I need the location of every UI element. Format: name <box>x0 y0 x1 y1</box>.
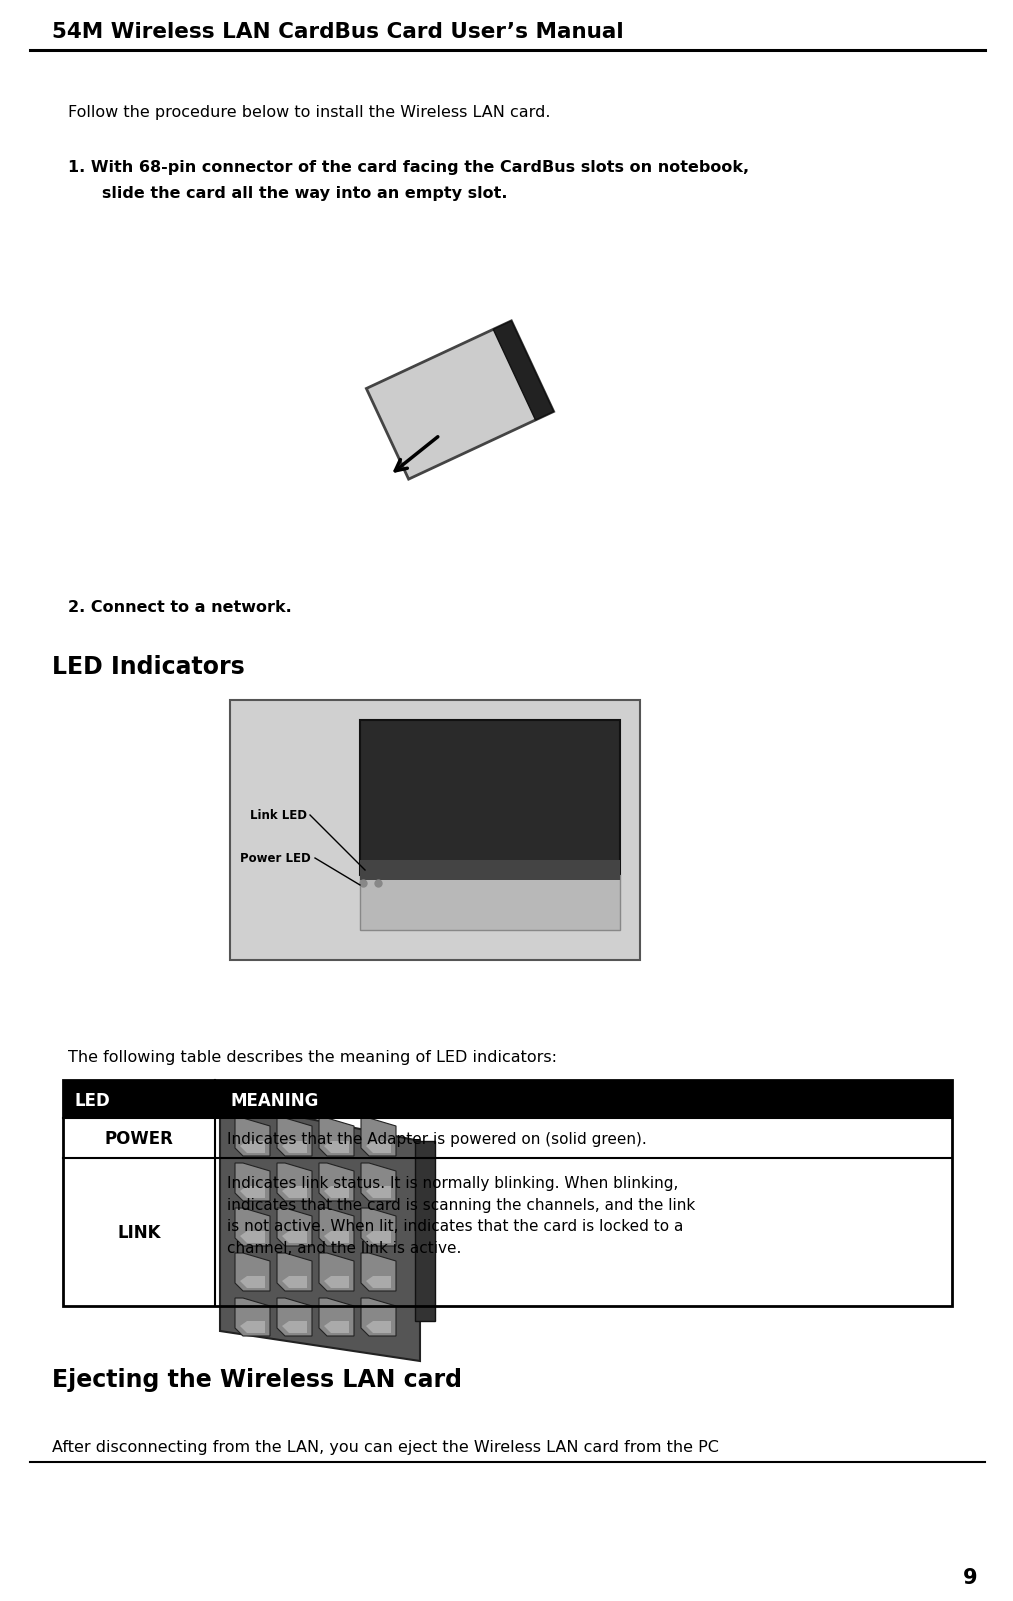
Text: 2. Connect to a network.: 2. Connect to a network. <box>68 600 292 615</box>
Polygon shape <box>240 1231 265 1242</box>
Polygon shape <box>324 1186 349 1198</box>
Text: LINK: LINK <box>118 1225 161 1242</box>
Text: Follow the procedure below to install the Wireless LAN card.: Follow the procedure below to install th… <box>68 106 550 120</box>
Bar <box>63 1081 952 1306</box>
Polygon shape <box>277 1298 312 1335</box>
Polygon shape <box>277 1117 312 1156</box>
Text: Indicates link status. It is normally blinking. When blinking,
indicates that th: Indicates link status. It is normally bl… <box>227 1177 695 1255</box>
Text: Ejecting the Wireless LAN card: Ejecting the Wireless LAN card <box>52 1367 462 1391</box>
Polygon shape <box>360 720 620 876</box>
Polygon shape <box>324 1231 349 1242</box>
Polygon shape <box>361 1162 396 1201</box>
Text: MEANING: MEANING <box>230 1092 318 1109</box>
Text: slide the card all the way into an empty slot.: slide the card all the way into an empty… <box>85 186 508 202</box>
Polygon shape <box>493 320 554 419</box>
Polygon shape <box>366 1142 391 1153</box>
Bar <box>415 1142 435 1321</box>
Polygon shape <box>240 1186 265 1198</box>
Text: LED Indicators: LED Indicators <box>52 655 245 679</box>
Polygon shape <box>366 1231 391 1242</box>
Polygon shape <box>277 1209 312 1246</box>
Polygon shape <box>366 1276 391 1287</box>
Text: 9: 9 <box>963 1567 978 1588</box>
Bar <box>63 1081 952 1117</box>
Polygon shape <box>319 1209 354 1246</box>
Polygon shape <box>235 1209 270 1246</box>
Polygon shape <box>319 1162 354 1201</box>
Polygon shape <box>367 320 554 479</box>
Polygon shape <box>282 1186 307 1198</box>
Text: Indicates that the Adapter is powered on (solid green).: Indicates that the Adapter is powered on… <box>227 1132 646 1146</box>
Polygon shape <box>240 1276 265 1287</box>
Polygon shape <box>361 1117 396 1156</box>
Polygon shape <box>235 1254 270 1290</box>
Text: After disconnecting from the LAN, you can eject the Wireless LAN card from the P: After disconnecting from the LAN, you ca… <box>52 1439 719 1455</box>
Bar <box>230 700 640 961</box>
Text: The following table describes the meaning of LED indicators:: The following table describes the meanin… <box>68 1050 557 1065</box>
Polygon shape <box>366 1321 391 1334</box>
Polygon shape <box>319 1117 354 1156</box>
Polygon shape <box>277 1254 312 1290</box>
Polygon shape <box>235 1117 270 1156</box>
Polygon shape <box>220 1101 420 1361</box>
Polygon shape <box>282 1321 307 1334</box>
Polygon shape <box>366 1186 391 1198</box>
Text: 54M Wireless LAN CardBus Card User’s Manual: 54M Wireless LAN CardBus Card User’s Man… <box>52 22 624 42</box>
Polygon shape <box>240 1321 265 1334</box>
Polygon shape <box>324 1321 349 1334</box>
Polygon shape <box>361 1209 396 1246</box>
Text: Power LED: Power LED <box>240 852 311 865</box>
Polygon shape <box>360 860 620 881</box>
Polygon shape <box>235 1298 270 1335</box>
Polygon shape <box>324 1142 349 1153</box>
Polygon shape <box>361 1298 396 1335</box>
Polygon shape <box>282 1142 307 1153</box>
Polygon shape <box>319 1254 354 1290</box>
Polygon shape <box>235 1162 270 1201</box>
Text: 1. With 68-pin connector of the card facing the CardBus slots on notebook,: 1. With 68-pin connector of the card fac… <box>68 160 750 175</box>
Polygon shape <box>277 1162 312 1201</box>
Polygon shape <box>324 1276 349 1287</box>
Polygon shape <box>361 1254 396 1290</box>
Text: LED: LED <box>75 1092 110 1109</box>
Polygon shape <box>282 1276 307 1287</box>
Polygon shape <box>360 876 620 930</box>
Text: POWER: POWER <box>104 1130 173 1148</box>
Text: Link LED: Link LED <box>250 809 307 821</box>
Polygon shape <box>240 1142 265 1153</box>
Polygon shape <box>282 1231 307 1242</box>
Polygon shape <box>319 1298 354 1335</box>
